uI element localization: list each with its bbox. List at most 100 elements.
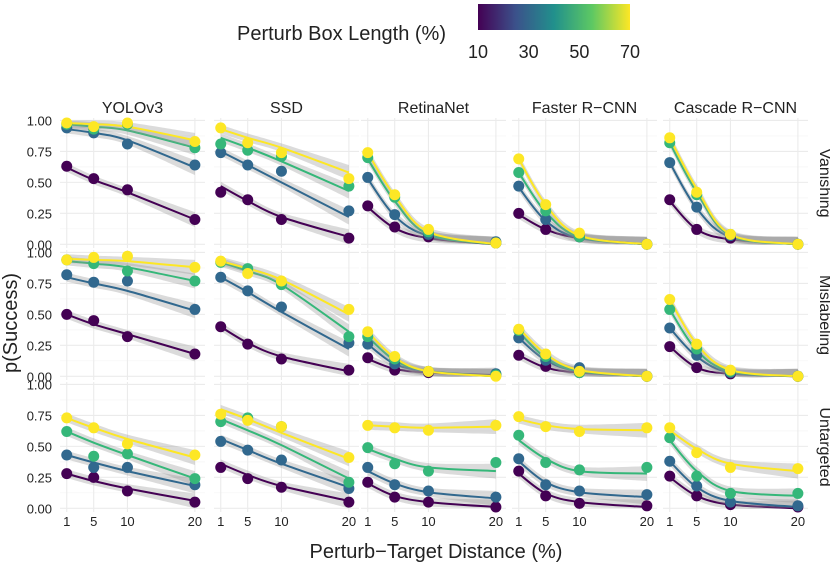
data-point-70 [343,173,355,185]
data-point-10 [343,232,355,244]
fit-line-10 [66,472,196,502]
fit-line-50 [220,418,350,480]
confidence-band-70 [669,133,798,245]
x-tick-label: 20 [489,514,503,529]
data-point-30 [215,271,227,283]
legend-ticks: 10 30 50 70 [468,30,640,62]
data-point-50 [121,448,133,460]
data-point-10 [215,321,227,333]
fit-line-70 [669,429,799,473]
confidence-band-10 [66,163,195,227]
data-point-30 [242,444,254,456]
y-tick-label: 0.25 [27,206,52,221]
confidence-band-30 [367,339,496,377]
data-point-30 [275,454,287,466]
data-point-30 [724,496,736,508]
fit-line-50 [220,261,350,333]
data-point-70 [242,137,254,149]
data-point-70 [641,238,653,250]
data-point-10 [242,338,254,350]
data-point-50 [513,429,525,441]
data-point-10 [389,491,401,503]
fit-line-70 [367,424,496,429]
fit-line-70 [66,122,196,142]
confidence-band-30 [669,323,798,378]
confidence-band-10 [518,350,647,377]
facet-title-2: RetinaNet [398,100,470,117]
data-point-10 [691,490,703,502]
data-point-30 [215,435,227,447]
data-point-70 [490,237,502,249]
data-point-70 [389,350,401,362]
data-point-70 [343,303,355,315]
data-point-70 [664,132,676,144]
confidence-band-30 [367,174,496,245]
data-point-70 [422,223,434,235]
data-point-10 [215,186,227,198]
x-tick-label: 20 [791,514,805,529]
x-tick-label: 20 [640,514,654,529]
data-point-70 [61,254,73,266]
x-tick-label: 1 [666,514,673,529]
data-point-70 [88,251,100,263]
data-point-10 [422,496,434,508]
fit-line-70 [668,298,798,378]
confidence-band-30 [518,456,647,505]
data-point-50 [189,275,201,287]
data-point-70 [540,199,552,211]
fit-line-70 [66,257,195,269]
data-point-30 [641,489,653,501]
facet-title-3: Faster R−CNN [532,100,637,117]
x-tick-label: 10 [572,514,586,529]
data-point-30 [490,491,502,503]
data-point-70 [121,438,133,450]
fit-line-10 [518,472,647,508]
y-tick-label: 0.75 [27,144,52,159]
data-point-70 [389,189,401,201]
facet-title-4: Cascade R−CNN [674,100,797,117]
data-point-10 [691,223,703,235]
confidence-band-50 [669,305,798,378]
data-point-10 [664,341,676,353]
data-point-10 [88,315,100,327]
fit-line-30 [220,438,350,489]
fit-line-10 [220,462,350,502]
data-point-30 [215,147,227,159]
data-point-30 [242,159,254,171]
data-point-50 [389,458,401,470]
data-point-50 [513,166,525,178]
fit-line-50 [367,447,496,473]
data-point-30 [88,276,100,288]
data-point-70 [275,421,287,433]
data-point-30 [189,303,201,315]
legend-tick-label: 50 [569,42,589,62]
data-point-10 [61,160,73,172]
data-point-30 [121,461,133,473]
data-point-10 [242,194,254,206]
data-point-50 [573,464,585,476]
data-point-70 [573,227,585,239]
data-point-30 [691,480,703,492]
data-point-30 [664,322,676,334]
fit-line-50 [220,136,350,192]
legend-colorbar [478,4,630,30]
data-point-10 [189,214,201,226]
data-point-70 [242,268,254,280]
confidence-band-30 [66,124,195,175]
data-point-10 [362,476,374,488]
y-axis-label: p(Success) [0,273,22,373]
data-point-30 [513,180,525,192]
fit-line-70 [220,128,350,174]
data-point-10 [88,471,100,483]
y-tick-label: 0.50 [27,439,52,454]
data-point-30 [189,159,201,171]
data-point-70 [389,422,401,434]
facet-row-title-1: Mislabeling [816,275,830,355]
data-point-70 [540,421,552,433]
panel-1-3 [512,250,657,382]
data-point-50 [215,138,227,150]
confidence-band-50 [518,435,647,481]
data-point-30 [422,485,434,497]
data-point-70 [189,261,201,273]
